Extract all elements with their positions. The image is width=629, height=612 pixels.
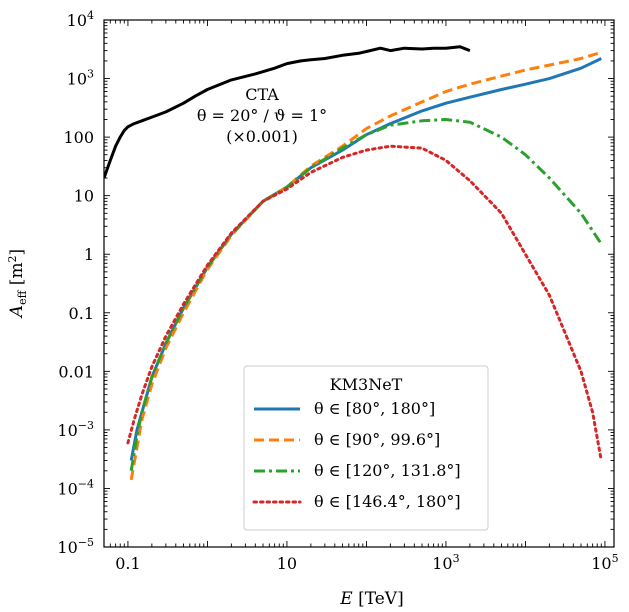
x-tick-label: 103 (432, 552, 459, 573)
x-tick-label: 0.1 (115, 554, 140, 573)
series-lines (104, 45, 603, 481)
legend-entries: θ ∈ [80°, 180°] θ ∈ [90°, 99.6°] θ ∈ [120°… (252, 399, 461, 511)
legend-title: KM3NeT (330, 375, 403, 394)
cta-annotation-line2: θ = 20° / ϑ = 1° (197, 106, 327, 125)
y-tick-label: 0.1 (69, 304, 94, 323)
y-tick-label: 10−3 (57, 419, 94, 440)
legend-label-2: θ ∈ [120°, 131.8°] (314, 461, 461, 480)
y-tick-label: 10−4 (57, 477, 94, 498)
legend-label-1: θ ∈ [90°, 99.6°] (314, 430, 440, 449)
y-axis-label: Aeff [m2] (6, 249, 29, 319)
y-tick-label: 0.01 (58, 362, 94, 381)
y-tick-label: 10−5 (57, 536, 94, 557)
y-tick-label: 1 (84, 245, 94, 264)
cta-annotation-line3: (×0.001) (226, 127, 298, 146)
legend: KM3NeT θ ∈ [80°, 180°]θ ∈ [90°, 99.6°]θ … (243, 365, 489, 531)
cta-annotation-line1: CTA (245, 85, 279, 104)
legend-label-3: θ ∈ [146.4°, 180°] (314, 492, 461, 511)
y-tick-label: 10 (74, 187, 94, 206)
y-tick-label: 100 (63, 128, 94, 147)
legend-label-0: θ ∈ [80°, 180°] (314, 399, 435, 418)
y-tick-label: 104 (67, 9, 94, 30)
series-line-4 (126, 144, 603, 462)
series-line-3 (129, 118, 603, 472)
y-tick-label: 103 (67, 68, 94, 89)
x-axis-label: E [TeV] (339, 589, 403, 609)
axis-ticks: 0.1 10 103 105 104 103 100 10 1 0.1 0.01 10−3 10−4 10… (57, 9, 618, 573)
legend-box (243, 365, 489, 531)
x-tick-label: 105 (591, 552, 618, 573)
series-line-0 (104, 45, 471, 179)
x-tick-label: 10 (277, 554, 297, 573)
cta-annotation: CTA θ = 20° / ϑ = 1° (×0.001) (197, 85, 327, 146)
